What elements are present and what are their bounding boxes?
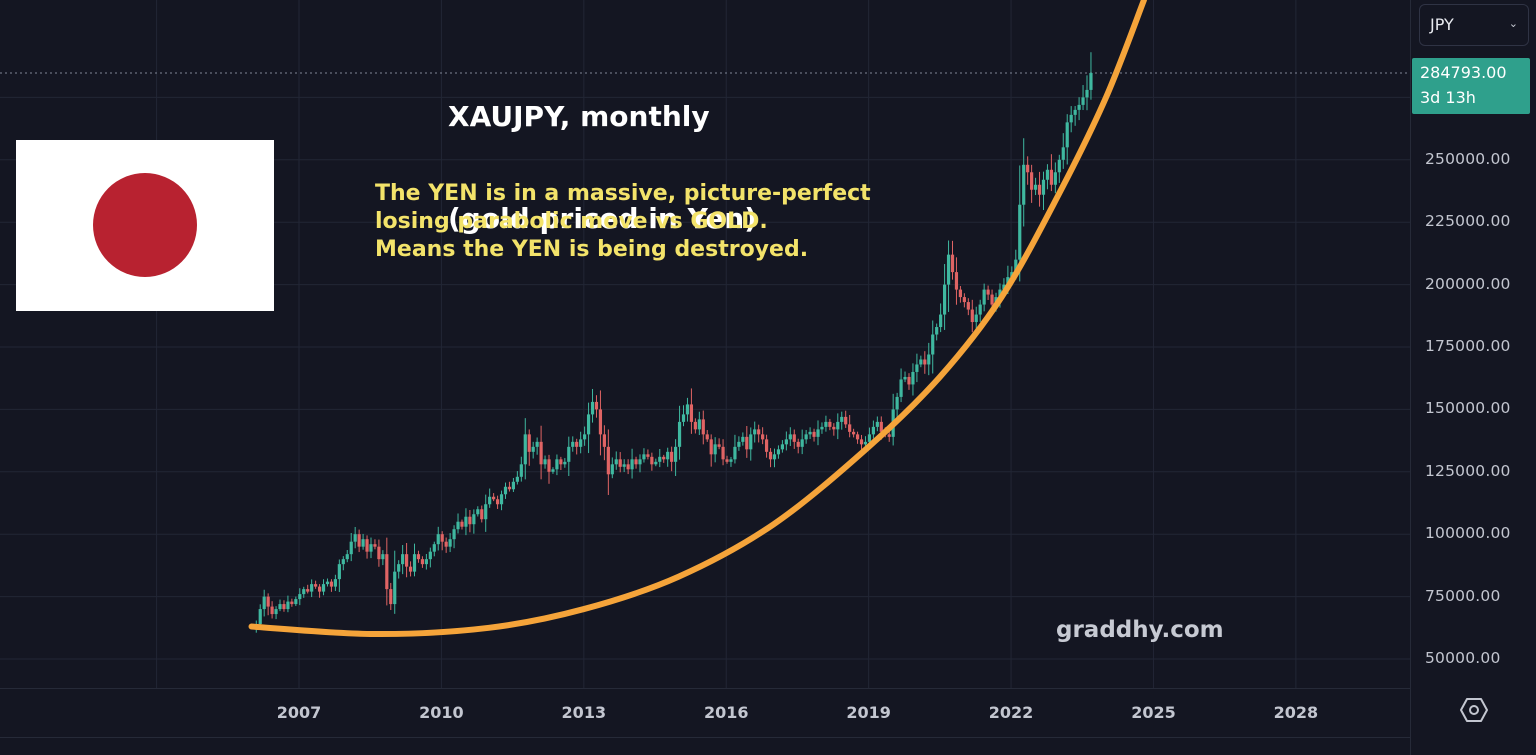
price-chart[interactable] xyxy=(0,0,1410,688)
price-tick-label: 75000.00 xyxy=(1425,586,1501,605)
price-tick-label: 250000.00 xyxy=(1425,149,1511,168)
settings-button[interactable] xyxy=(1459,695,1489,725)
year-label-2025: 2025 xyxy=(1131,703,1176,722)
chart-title: XAUJPY, monthly (gold priced in Yen) xyxy=(448,32,757,270)
currency-label: JPY xyxy=(1430,15,1454,34)
chart-title-line1: XAUJPY, monthly xyxy=(448,100,710,133)
price-tick-label: 125000.00 xyxy=(1425,461,1511,480)
price-axis[interactable]: JPY ⌄ 284793.00 3d 13h 250000.00 225000.0… xyxy=(1410,0,1536,755)
price-tick-label: 200000.00 xyxy=(1425,274,1511,293)
price-tick-label: 100000.00 xyxy=(1425,524,1511,543)
last-price-badge: 284793.00 3d 13h xyxy=(1412,58,1530,114)
price-tick-label: 225000.00 xyxy=(1425,212,1511,231)
chart-title-line2: (gold priced in Yen) xyxy=(448,202,757,235)
annotation-line3: Means the YEN is being destroyed. xyxy=(375,237,809,262)
currency-select[interactable]: JPY ⌄ xyxy=(1419,4,1529,46)
annotation-text: The YEN is in a massive, picture-perfect… xyxy=(375,180,871,264)
year-label-2016: 2016 xyxy=(703,703,749,722)
last-price-value: 284793.00 xyxy=(1420,63,1507,82)
grid-lines xyxy=(0,0,1410,688)
annotation-line2: losing parabolic move vs GOLD. xyxy=(375,209,768,234)
chevron-down-icon: ⌄ xyxy=(1508,17,1518,30)
annotation-line1: The YEN is in a massive, picture-perfect xyxy=(375,181,871,206)
hexagon-gear-icon xyxy=(1460,698,1488,722)
year-label-2028: 2028 xyxy=(1273,703,1319,722)
time-axis[interactable]: 2007 2010 2013 2016 2019 2022 2025 2028 xyxy=(0,688,1410,738)
price-tick-label: 150000.00 xyxy=(1425,399,1511,418)
year-label-2019: 2019 xyxy=(846,703,891,722)
japan-flag xyxy=(16,140,274,311)
year-label-2022: 2022 xyxy=(988,703,1034,722)
year-label-2013: 2013 xyxy=(561,703,607,722)
year-label-2007: 2007 xyxy=(276,703,322,722)
flag-sun-disc xyxy=(93,173,197,277)
year-label-2010: 2010 xyxy=(419,703,464,722)
candlestick-series xyxy=(254,52,1093,633)
price-tick-label: 175000.00 xyxy=(1425,337,1511,355)
watermark: graddhy.com xyxy=(1056,617,1224,643)
parabolic-curve xyxy=(248,0,1147,638)
bar-countdown: 3d 13h xyxy=(1420,88,1476,107)
price-tick-label: 50000.00 xyxy=(1425,649,1501,667)
